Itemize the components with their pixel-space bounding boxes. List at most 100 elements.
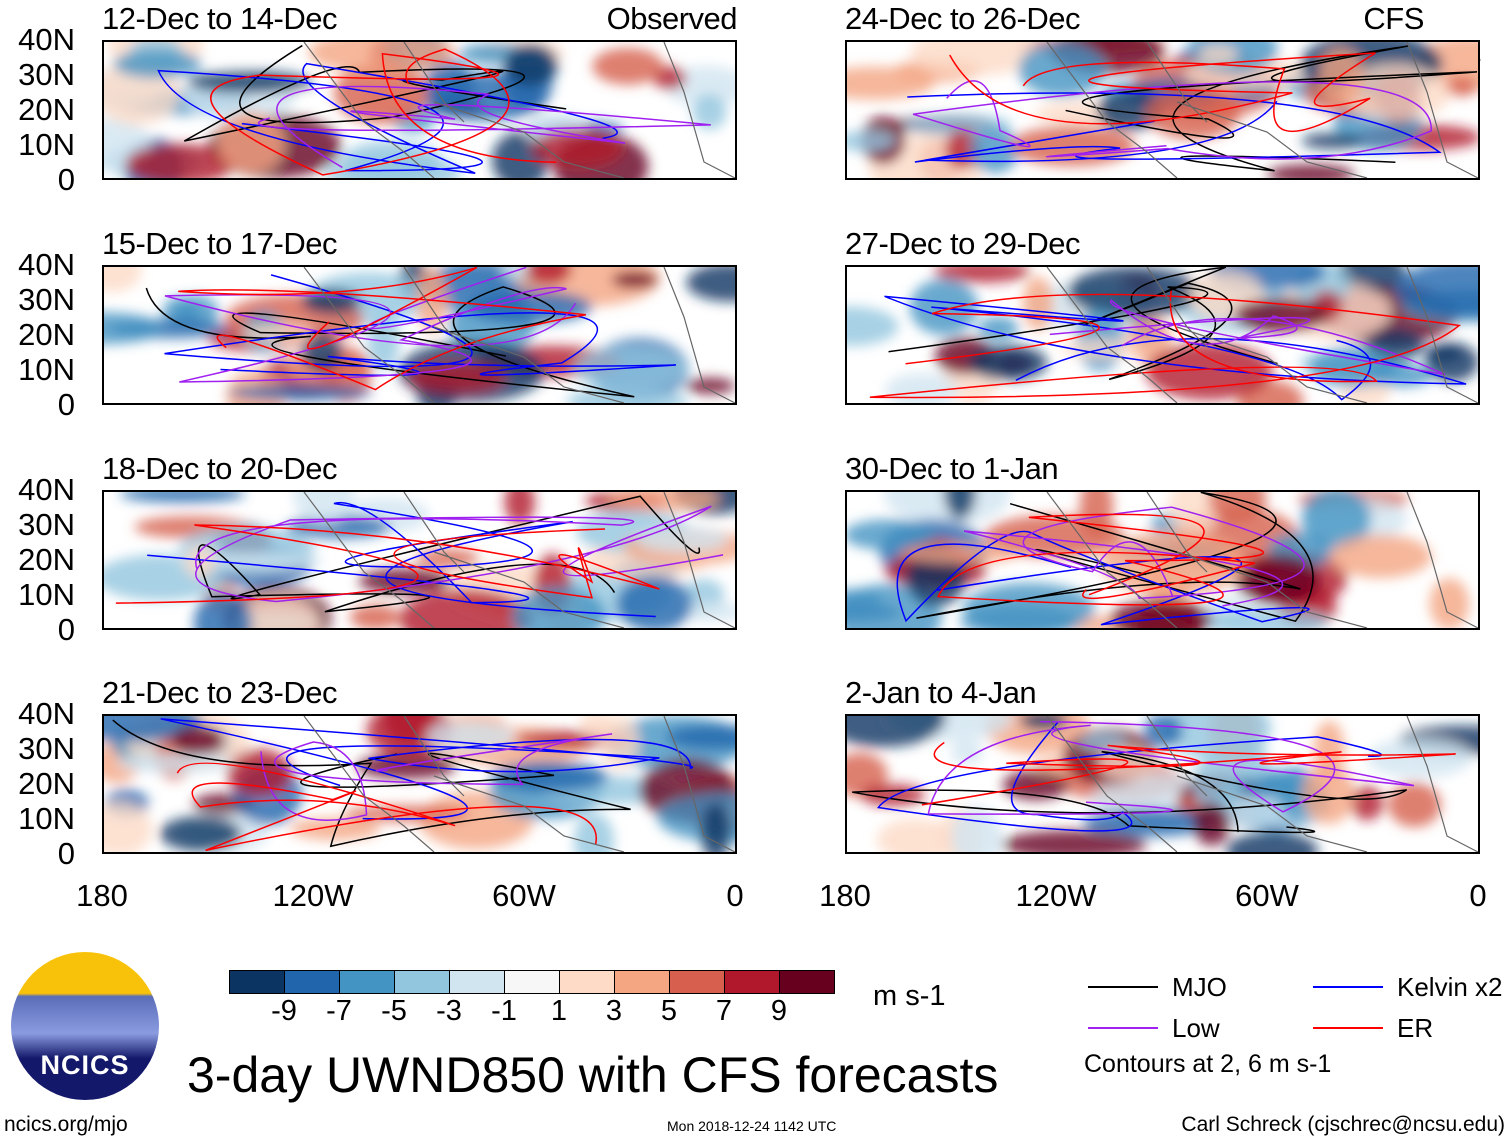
lat-label: 30N [18,282,75,317]
wind-anomaly-blob [1143,716,1183,748]
panel-title: 18-Dec to 20-Dec [102,451,337,486]
legend-line-er [1313,1027,1383,1029]
uwnd-shading [104,42,735,178]
wind-anomaly-blob [847,66,935,100]
wind-anomaly-blob [1302,763,1355,825]
wind-anomaly-blob [301,288,361,314]
legend-line-mjo [1088,986,1158,988]
contour-low [260,733,613,821]
contour-kelvin [164,274,676,376]
lon-label: 60W [492,878,556,913]
colorbar-label: -9 [271,995,297,1027]
lon-label: 120W [272,878,354,913]
contour-low [963,506,1305,607]
wind-anomaly-blob [1234,554,1321,605]
lon-label: 0 [726,878,744,913]
wind-anomaly-blob [500,267,534,281]
wind-anomaly-blob [951,806,1002,852]
wind-anomaly-blob [159,816,242,852]
contour-low [164,267,577,383]
colorbar-label: 5 [660,995,678,1027]
legend-label: Low [1172,1013,1220,1043]
coastline [303,267,735,403]
colorbar-swatch [780,971,834,993]
wind-anomaly-blob [1022,276,1054,331]
wind-anomaly-blob [1146,85,1241,140]
contour-er [869,290,1462,399]
panel-title: 30-Dec to 1-Jan [845,451,1059,486]
wind-anomaly-blob [968,345,1048,381]
wind-anomaly-blob [1301,132,1364,150]
lat-label: 40N [18,22,75,57]
wind-anomaly-blob [398,588,531,628]
wind-anomaly-blob [611,271,658,289]
colorbar-label: 1 [550,995,568,1027]
contour-mjo [852,750,1408,834]
map-panel [102,714,737,854]
lat-label: 40N [18,247,75,282]
figure-title: 3-day UWND850 with CFS forecasts [187,1047,999,1103]
footer-url[interactable]: ncics.org/mjo [4,1113,128,1136]
lat-label: 40N [18,472,75,507]
panel-title: 21-Dec to 23-Dec [102,675,337,710]
lat-label: 30N [18,57,75,92]
contour-mjo [112,719,631,848]
wind-anomaly-blob [635,526,729,554]
colorbar [229,970,835,994]
wind-anomaly-blob [592,47,664,85]
lon-label: 0 [1469,878,1487,913]
wind-anomaly-blob [1010,125,1136,167]
wind-anomaly-blob [1442,77,1478,97]
lat-label: 20N [18,92,75,127]
uwnd-shading [104,492,735,628]
wind-anomaly-blob [125,143,235,178]
wind-anomaly-blob [113,49,202,79]
wind-anomaly-blob [290,817,381,841]
colorbar-swatch [450,971,505,993]
wind-anomaly-blob [847,306,899,346]
wind-anomaly-blob [232,593,321,628]
coastline [303,716,735,852]
legend-label: Kelvin x2 [1397,972,1503,1002]
map-panel [102,265,737,405]
wind-anomaly-blob [104,312,163,345]
panel-title: 2-Jan to 4-Jan [845,675,1037,710]
lat-label: 20N [18,317,75,352]
uwnd-shading [847,716,1478,852]
wind-anomaly-blob [425,721,516,751]
contour-low [1049,299,1446,376]
wind-anomaly-blob [1101,531,1245,596]
coastline [1046,42,1478,178]
contour-kelvin [896,530,1310,626]
map-panel [845,265,1480,405]
legend-line-low [1088,1027,1158,1029]
wind-anomaly-blob [184,544,217,578]
colorbar-label: -7 [326,995,352,1027]
wind-anomaly-blob [666,724,735,750]
lat-label: 20N [18,542,75,577]
wind-anomaly-blob [692,94,727,130]
wind-anomaly-blob [700,803,731,852]
contour-mjo [145,286,635,398]
wind-anomaly-blob [504,43,559,87]
legend-label: MJO [1172,972,1227,1002]
wind-anomaly-blob [504,492,536,525]
lon-label: 180 [819,878,871,913]
wind-anomaly-blob [686,267,735,302]
colorbar-swatch [340,971,395,993]
contour-low [195,505,724,603]
wind-anomaly-blob [1267,164,1355,178]
lat-label: 0 [57,836,75,871]
wind-anomaly-blob [1429,578,1470,628]
contour-er [937,513,1265,606]
lat-label: 10N [18,577,75,612]
colorbar-swatch [395,971,450,993]
colorbar-swatch [285,971,340,993]
footer-author: Carl Schreck (cjschrec@ncsu.edu) [1181,1113,1505,1136]
lat-label: 0 [57,612,75,647]
colorbar-swatch [560,971,615,993]
ncics-logo: NCICS [11,952,159,1100]
coastline [303,492,735,628]
contour-er [949,52,1376,133]
map-panel [845,40,1480,180]
